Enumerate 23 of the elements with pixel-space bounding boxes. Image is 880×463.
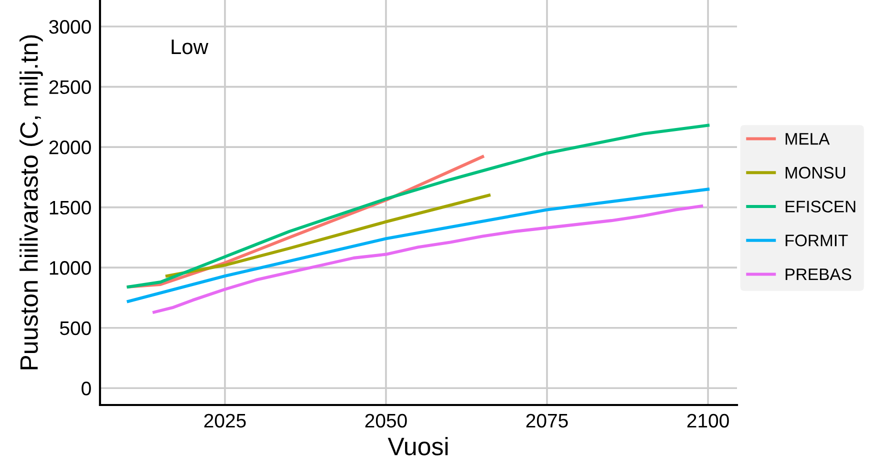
legend-label: MONSU <box>786 166 846 179</box>
x-tick-label: 2100 <box>687 414 729 428</box>
x-tick-label: 2025 <box>204 414 246 428</box>
legend-label: FORMIT <box>786 234 848 246</box>
x-axis-title: Vuosi <box>388 437 448 456</box>
annotation: Low <box>172 40 208 54</box>
y-axis-title: Puuston hiilivarasto (C, milj.tn) <box>20 35 43 370</box>
y-tick-label: 1000 <box>50 261 91 275</box>
legend-label: PREBAS <box>786 268 852 280</box>
y-tick-label: 500 <box>60 321 91 336</box>
legend-label: EFISCEN <box>786 200 856 212</box>
y-tick-label: 0 <box>82 382 91 396</box>
y-tick-label: 2000 <box>49 140 91 154</box>
y-tick-label: 3000 <box>49 20 91 34</box>
x-tick-label: 2075 <box>526 414 568 428</box>
line-series <box>152 204 704 314</box>
line-series <box>126 124 710 288</box>
x-tick-label: 2050 <box>365 414 407 428</box>
y-tick-label: 2500 <box>49 80 91 94</box>
legend-label: MELA <box>786 133 830 145</box>
line-series <box>165 194 491 278</box>
line-series <box>126 188 710 303</box>
y-tick-label: 1500 <box>50 200 91 215</box>
